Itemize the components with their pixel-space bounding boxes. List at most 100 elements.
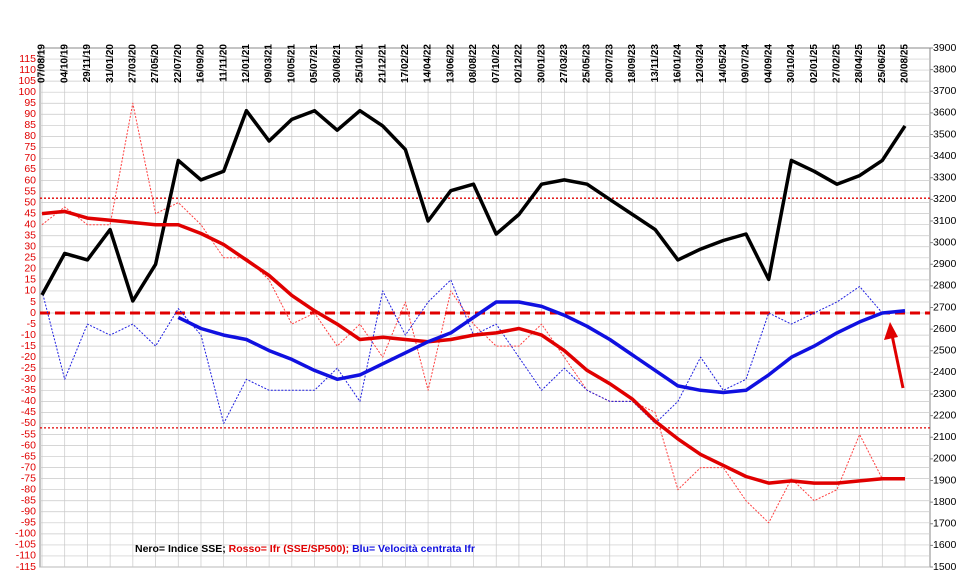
y-tick-label: -105 xyxy=(15,539,36,551)
y-tick-label: -35 xyxy=(21,384,36,396)
y2-tick-label: 2000 xyxy=(933,453,957,465)
y2-tick-label: 3500 xyxy=(933,128,957,140)
y-tick-label: 70 xyxy=(24,152,36,164)
x-tick-label: 29/11/19 xyxy=(82,44,93,83)
y-tick-label: -45 xyxy=(21,406,36,418)
x-tick-label: 22/07/20 xyxy=(173,44,184,83)
y-tick-label: 110 xyxy=(19,64,36,76)
y-tick-label: 0 xyxy=(30,307,36,319)
y-tick-label: 30 xyxy=(24,241,36,253)
legend-red: Rosso= Ifr (SSE/SP500); xyxy=(229,543,350,555)
y-tick-label: -90 xyxy=(21,506,36,518)
y2-tick-label: 3700 xyxy=(933,85,957,97)
series-line xyxy=(177,300,906,395)
x-tick-label: 25/10/21 xyxy=(355,44,366,83)
x-tick-label: 12/01/21 xyxy=(241,44,252,83)
y-tick-label: 15 xyxy=(24,274,36,286)
y-tick-label: -40 xyxy=(21,395,36,407)
y-tick-label: -110 xyxy=(16,550,36,562)
y-tick-label: -95 xyxy=(21,517,36,529)
x-tick-label: 07/10/22 xyxy=(491,44,502,83)
x-tick-label: 25/05/23 xyxy=(582,44,593,83)
x-tick-label: 27/05/20 xyxy=(150,44,161,83)
x-tick-label: 11/11/20 xyxy=(218,44,229,82)
y-tick-label: 95 xyxy=(24,97,36,109)
y-tick-label: -100 xyxy=(15,528,36,540)
y-tick-label: 75 xyxy=(24,141,36,153)
y-tick-label: -65 xyxy=(21,450,36,462)
y-tick-label: 20 xyxy=(24,263,36,275)
x-tick-label: 17/02/22 xyxy=(400,44,411,83)
y-tick-label: -25 xyxy=(21,362,36,374)
y-tick-label: -115 xyxy=(16,561,36,573)
y-tick-label: 80 xyxy=(24,130,36,142)
x-tick-label: 27/03/23 xyxy=(559,44,570,83)
x-tick-label: 04/09/24 xyxy=(763,44,774,83)
arrow-head xyxy=(884,322,898,340)
y-tick-label: -70 xyxy=(21,461,36,473)
x-tick-label: 28/04/25 xyxy=(854,44,865,83)
y2-tick-label: 2900 xyxy=(933,258,957,270)
y-tick-label: 25 xyxy=(24,252,36,264)
y2-tick-label: 1800 xyxy=(933,496,957,508)
y2-tick-label: 2800 xyxy=(933,280,957,292)
legend-blue: Blu= Velocità centrata Ifr xyxy=(352,543,475,555)
y-tick-label: -30 xyxy=(21,373,36,385)
series-line xyxy=(41,102,905,524)
y2-tick-label: 2200 xyxy=(933,409,957,421)
y-tick-label: 115 xyxy=(19,53,36,65)
y-tick-label: -20 xyxy=(21,351,36,363)
y-tick-label: 10 xyxy=(24,285,36,297)
x-tick-label: 09/03/21 xyxy=(264,44,275,83)
y2-tick-label: 1500 xyxy=(933,561,957,573)
x-tick-label: 12/03/24 xyxy=(695,44,706,83)
y2-tick-label: 2300 xyxy=(933,388,957,400)
y-tick-label: 65 xyxy=(24,163,36,175)
y-tick-label: -10 xyxy=(21,329,36,341)
y2-tick-label: 3600 xyxy=(933,107,957,119)
y-tick-label: 105 xyxy=(18,75,36,87)
y2-tick-label: 2400 xyxy=(933,366,957,378)
y2-tick-label: 1600 xyxy=(933,539,957,551)
x-tick-label: 14/05/24 xyxy=(718,44,729,83)
x-tick-label: 18/09/23 xyxy=(627,44,638,83)
y-tick-label: -80 xyxy=(21,483,36,495)
legend-black: Nero= Indice SSE; xyxy=(135,543,226,555)
y-tick-label: -85 xyxy=(21,495,36,507)
x-tick-label: 10/05/21 xyxy=(286,44,297,83)
x-tick-label: 04/10/19 xyxy=(59,44,70,83)
grid xyxy=(40,47,933,568)
y2-tick-label: 3900 xyxy=(933,42,957,54)
y-tick-label: 55 xyxy=(24,185,36,197)
arrow xyxy=(890,334,905,389)
x-tick-label: 14/04/22 xyxy=(423,44,434,83)
y-tick-label: 5 xyxy=(30,296,36,308)
y-tick-label: 50 xyxy=(24,196,36,208)
y2-tick-label: 3100 xyxy=(933,215,957,227)
x-tick-label: 27/02/25 xyxy=(832,44,843,83)
series-line xyxy=(41,209,905,485)
x-tick-label: 09/07/24 xyxy=(741,44,752,83)
y-tick-label: -5 xyxy=(27,318,36,330)
y-tick-label: -75 xyxy=(21,472,36,484)
series-line xyxy=(40,108,907,303)
x-tick-label: 27/03/20 xyxy=(127,44,138,83)
x-tick-label: 30/10/24 xyxy=(786,44,797,83)
y2-tick-label: 2500 xyxy=(933,345,957,357)
y2-tick-label: 3300 xyxy=(933,172,957,184)
y-tick-label: 45 xyxy=(24,207,36,219)
x-tick-label: 20/07/23 xyxy=(604,44,615,83)
x-tick-label: 31/01/20 xyxy=(105,44,116,83)
x-tick-label: 25/06/25 xyxy=(877,44,888,83)
y-tick-label: 35 xyxy=(24,230,36,242)
x-tick-label: 30/01/23 xyxy=(536,44,547,83)
y-tick-label: 90 xyxy=(24,108,36,120)
y-tick-label: 60 xyxy=(24,174,36,186)
y2-tick-label: 1900 xyxy=(933,474,957,486)
y2-tick-label: 3000 xyxy=(933,236,957,248)
x-tick-label: 08/08/22 xyxy=(468,44,479,83)
x-tick-label: 16/09/20 xyxy=(196,44,207,83)
y2-tick-label: 1700 xyxy=(933,518,957,530)
x-tick-label: 05/07/21 xyxy=(309,44,320,83)
